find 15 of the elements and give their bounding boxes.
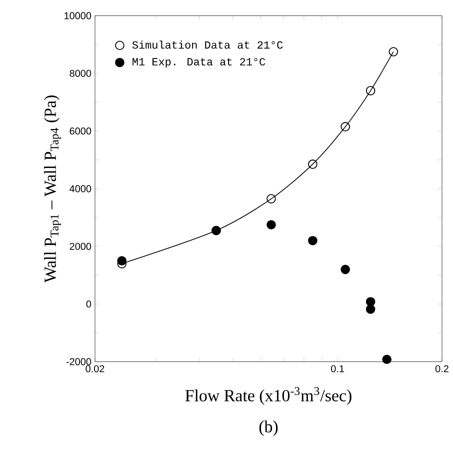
y-tick-label: 6000 bbox=[70, 128, 92, 135]
x-tick-label: 0.1 bbox=[331, 365, 344, 372]
legend-label: Simulation Data at 21°C bbox=[132, 40, 283, 49]
y-tick-label: -2000 bbox=[66, 358, 92, 366]
legend-label: M1 Exp. Data at 21°C bbox=[132, 58, 266, 68]
y-tick-label: 0 bbox=[86, 300, 92, 308]
y-tick-label: 2000 bbox=[70, 242, 92, 250]
y-tick-label: 8000 bbox=[70, 70, 92, 77]
x-tick-label: 0.2 bbox=[435, 365, 448, 372]
y-tick-label: 10000 bbox=[64, 12, 92, 20]
y-axis-title: Wall P$_{Tap1}$ – Wall P$_{Tap4}$ (Pa) bbox=[44, 96, 61, 283]
text: (b) bbox=[259, 420, 278, 436]
x-tick-label: 0.02 bbox=[86, 365, 104, 372]
x-axis-title: Flow Rate (x10$^{-3}$m$^{3}$/sec) bbox=[185, 387, 352, 405]
y-tick-label: 4000 bbox=[70, 185, 92, 192]
